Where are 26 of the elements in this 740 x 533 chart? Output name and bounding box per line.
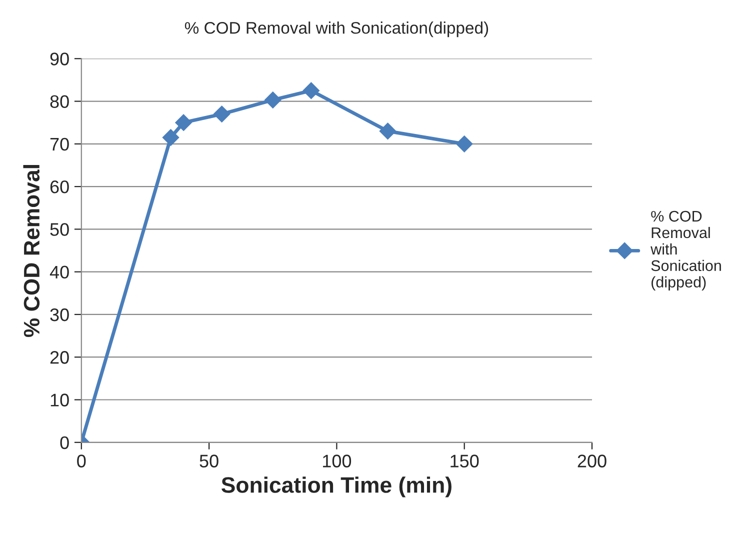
y-tick-label: 10 (50, 394, 69, 406)
point (379, 122, 396, 140)
y-tick-label: 80 (50, 95, 69, 108)
y-tick-label: 50 (50, 223, 69, 236)
point (456, 136, 473, 152)
y-tick-label: 70 (50, 138, 69, 151)
x-tick-label: 100 (323, 454, 352, 468)
x-tick-label: 50 (200, 454, 218, 468)
y-tick-label: 90 (50, 52, 69, 66)
point (162, 129, 180, 146)
y-axis-title: % COD Removal (23, 165, 40, 338)
point (302, 82, 320, 99)
y-tick-label: 30 (50, 308, 69, 322)
point (264, 92, 282, 108)
x-tick-label: 150 (450, 454, 479, 468)
y-tick-label: 60 (50, 180, 69, 194)
y-tick-label: 20 (50, 351, 69, 364)
chart-title: % COD Removal with Sonication(dipped) (184, 22, 488, 38)
y-tick-label: 40 (50, 266, 69, 279)
point (175, 114, 192, 131)
y-tick-label: 0 (60, 436, 69, 450)
x-tick-label: 200 (578, 454, 606, 468)
legend-label: % COD Removal with Sonication (dipped) (650, 210, 721, 291)
x-tick-label: 0 (77, 454, 86, 468)
x-axis-title: Sonication Time (min) (221, 476, 452, 498)
point (213, 106, 230, 122)
